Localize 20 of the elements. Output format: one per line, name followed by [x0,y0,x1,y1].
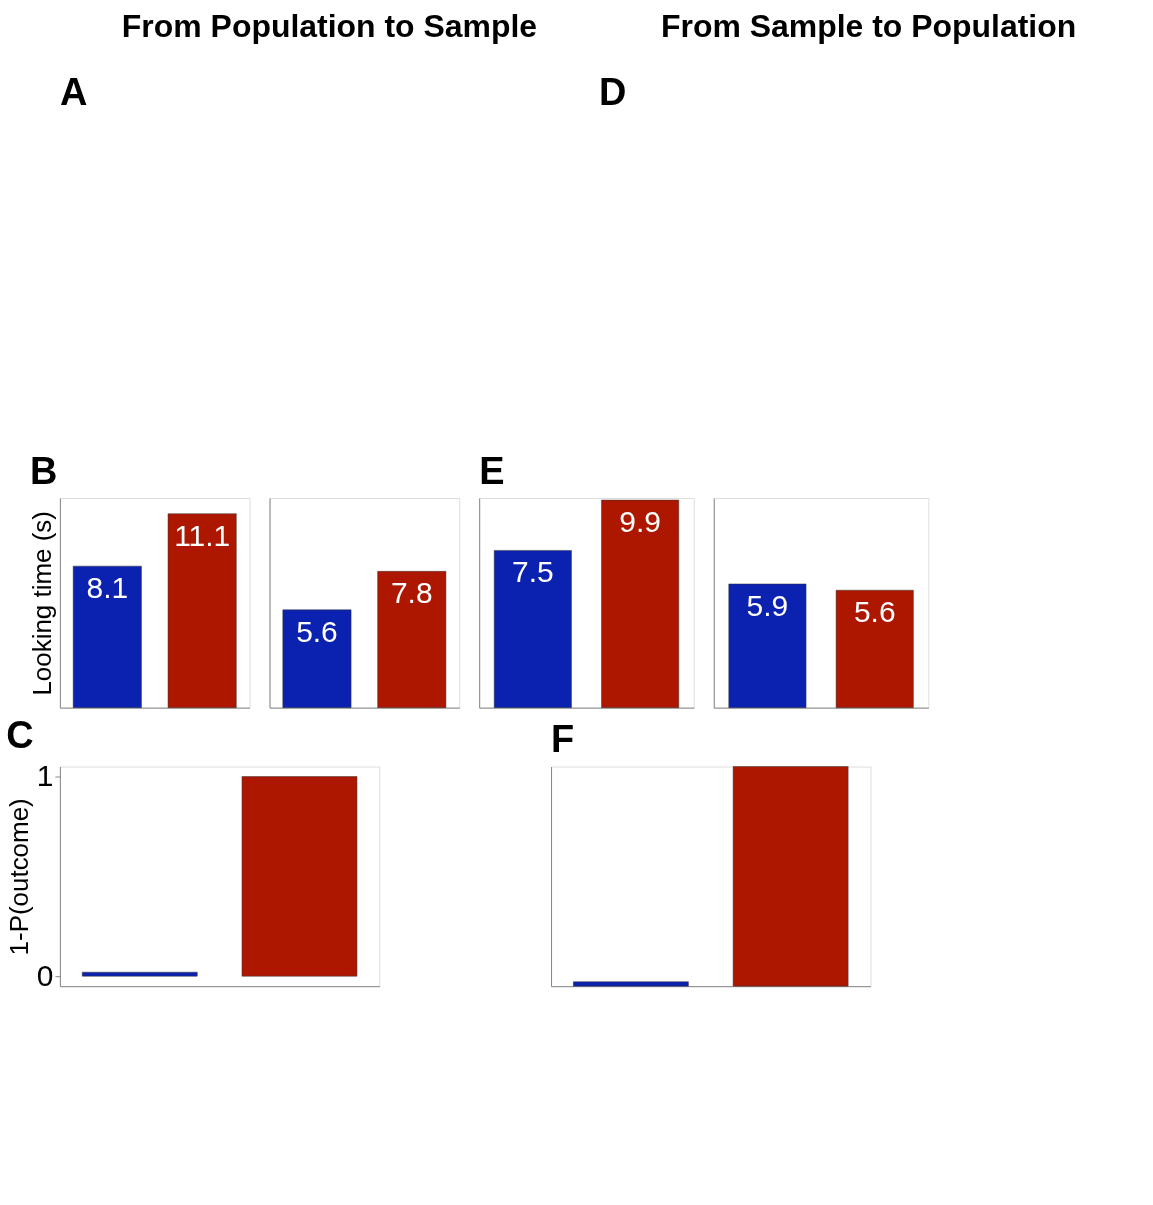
chart-title: C [6,713,34,756]
text: From Population to Sample [121,8,538,45]
data-label: 11.1 [174,518,231,552]
text: From Sample to Population [660,8,1077,45]
y-tick-label: 1 [36,759,54,792]
data-label: 5.6 [296,614,338,648]
data-label: 7.8 [390,576,433,610]
text: D [599,70,627,113]
data-label: 8.1 [86,571,129,605]
y-axis-title: Looking time (s) [28,511,57,696]
text: A [59,70,88,113]
chart-title: E [479,450,505,493]
y-tick-label: 0 [36,958,54,992]
data-label: 7.5 [512,555,554,589]
data-label: 5.6 [853,595,896,629]
chart-title: B [29,450,58,493]
data-label: 5.9 [746,588,789,622]
chart-title: F [551,718,575,761]
data-label: 9.9 [619,505,661,539]
y-axis-title: 1-P(outcome) [4,798,33,956]
